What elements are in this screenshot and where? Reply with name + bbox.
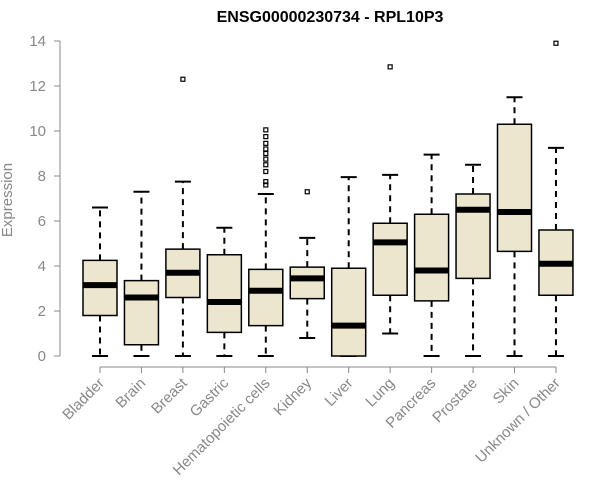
- outlier-point: [387, 64, 393, 70]
- box-brain: [123, 190, 160, 357]
- y-tick-label: 12: [29, 78, 46, 95]
- y-axis: 0 2 4 6 8 10 12 14: [29, 33, 61, 365]
- x-tick-label: Breast: [148, 374, 191, 417]
- box-gastric: [206, 226, 243, 357]
- x-tick-label: Skin: [490, 375, 523, 408]
- box-rect: [372, 222, 408, 296]
- box-bladder: [82, 206, 118, 357]
- outlier-point: [263, 127, 269, 133]
- x-tick-label: Lung: [362, 375, 398, 411]
- y-tick-label: 14: [29, 33, 46, 50]
- y-axis-label: Expression: [0, 163, 16, 237]
- x-tick-label: Brain: [112, 375, 149, 412]
- x-tick-label: Liver: [322, 375, 357, 410]
- outlier-point: [263, 156, 269, 162]
- box-kidney: [289, 189, 325, 339]
- x-tick-label: Bladder: [59, 375, 108, 424]
- outlier-point: [263, 162, 269, 168]
- outlier-point: [263, 179, 269, 185]
- x-tick-label: Kidney: [271, 374, 316, 419]
- box-rect: [123, 279, 160, 346]
- box-unknown-other: [538, 40, 574, 357]
- box-pancreas: [413, 153, 450, 357]
- outlier-point: [553, 40, 559, 46]
- outlier-point: [180, 76, 186, 82]
- x-tick-label: Prostate: [429, 375, 481, 427]
- outlier-point: [263, 168, 269, 175]
- chart-title: ENSG00000230734 - RPL10P3: [217, 9, 444, 26]
- box-rect: [248, 268, 284, 327]
- box-liver: [330, 176, 367, 357]
- box-prostate: [455, 163, 491, 357]
- box-rect: [413, 213, 450, 302]
- box-breast: [165, 76, 201, 357]
- box-series: [82, 40, 574, 357]
- y-tick-label: 4: [38, 258, 46, 275]
- y-tick-label: 0: [38, 348, 46, 365]
- box-rect: [330, 267, 367, 357]
- outlier-point: [263, 140, 269, 146]
- outlier-point: [304, 189, 310, 195]
- box-lung: [372, 64, 408, 335]
- outlier-point: [263, 134, 269, 140]
- box-rect: [289, 266, 325, 300]
- box-rect: [206, 254, 243, 334]
- y-tick-label: 8: [38, 168, 46, 185]
- outlier-point: [263, 182, 269, 188]
- box-skin: [496, 96, 533, 357]
- outlier-point: [263, 146, 269, 152]
- outlier-point: [263, 150, 269, 157]
- y-tick-label: 6: [38, 213, 46, 230]
- box-rect: [496, 123, 533, 253]
- y-tick-label: 10: [29, 123, 46, 140]
- box-rect: [455, 193, 491, 280]
- y-tick-label: 2: [38, 303, 46, 320]
- box-hematopoietic-cells: [248, 127, 284, 357]
